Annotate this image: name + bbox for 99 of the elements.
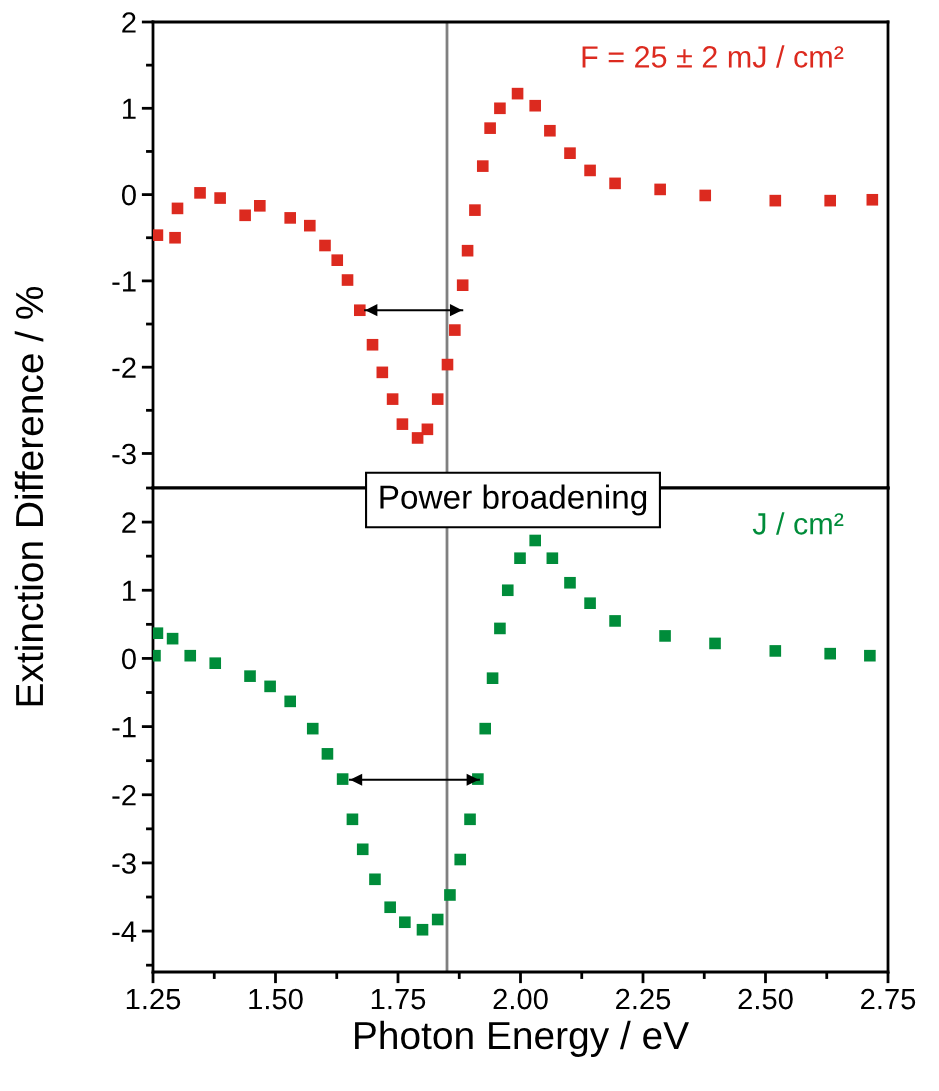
point [441, 358, 454, 371]
y-tick-label: -3 [112, 853, 136, 874]
point [399, 916, 411, 929]
x-tick-label: 2.75 [861, 988, 916, 1010]
x-tick-label: 1.50 [249, 988, 303, 1010]
point [544, 124, 556, 137]
point [341, 274, 354, 286]
point [609, 177, 621, 190]
point [654, 183, 666, 196]
point [514, 552, 526, 565]
point [214, 192, 226, 204]
point [444, 889, 456, 901]
point [449, 324, 461, 336]
point [416, 923, 429, 936]
annotation: J / cm² [752, 512, 844, 535]
point [584, 164, 596, 177]
annotation: F = 25 ± 2 mJ / cm² [582, 45, 844, 68]
point [546, 552, 559, 565]
y-tick-label: 2 [122, 12, 136, 33]
point [584, 597, 596, 610]
point [769, 645, 782, 657]
point [709, 637, 721, 650]
point [456, 279, 469, 292]
point [209, 657, 222, 669]
point [319, 239, 331, 252]
point [239, 209, 251, 222]
point [494, 102, 506, 115]
point [454, 853, 467, 866]
x-axis-title: Photon Energy / eV [355, 1020, 689, 1057]
point [184, 649, 197, 662]
point [824, 647, 836, 660]
point [369, 873, 381, 886]
point [659, 630, 671, 642]
point [564, 147, 576, 159]
point [284, 695, 297, 708]
point [153, 627, 164, 640]
point [366, 338, 379, 351]
y-tick-label: -2 [112, 357, 136, 378]
y-tick-label: -1 [112, 271, 136, 292]
point [396, 418, 409, 430]
point [476, 160, 489, 172]
x-tick-label: 1.75 [371, 989, 426, 1010]
point [469, 204, 481, 216]
point [464, 813, 476, 826]
point [866, 193, 879, 206]
point [484, 122, 496, 134]
point [501, 584, 514, 597]
point [244, 670, 256, 682]
point [331, 254, 344, 266]
point [321, 748, 334, 760]
point [336, 773, 349, 785]
point [609, 615, 621, 627]
point [169, 231, 181, 244]
point [699, 189, 712, 202]
point [384, 901, 396, 914]
y-tick-label: -2 [112, 784, 136, 806]
point [529, 534, 542, 547]
point [431, 913, 444, 926]
x-tick-label: 1.25 [126, 988, 181, 1010]
point [303, 219, 316, 232]
point [386, 393, 399, 405]
point [346, 813, 359, 826]
point [769, 194, 782, 207]
point [284, 212, 297, 224]
point [511, 87, 524, 100]
point [494, 622, 506, 635]
point [864, 649, 876, 662]
point [479, 722, 492, 735]
y-tick-label: 1 [123, 98, 136, 119]
point [824, 194, 836, 207]
point [194, 187, 206, 199]
point [353, 304, 366, 317]
point [264, 680, 276, 693]
point [166, 632, 179, 645]
point [171, 202, 184, 215]
x-tick-label: 2.50 [738, 988, 793, 1010]
point [529, 99, 542, 112]
y-axis-title: Extinction Difference / % [14, 286, 44, 706]
point [486, 672, 499, 684]
point [376, 366, 389, 379]
point [421, 423, 434, 436]
y-tick-label: 0 [121, 648, 136, 670]
y-tick-label: -4 [112, 921, 137, 942]
point [153, 229, 164, 241]
y-tick-label: -1 [112, 717, 136, 738]
point [461, 244, 474, 257]
point [306, 722, 319, 735]
x-tick-label: 2.25 [616, 988, 671, 1010]
annotation: Power broadening [380, 484, 647, 516]
y-tick-label: 1 [123, 580, 136, 601]
point [254, 200, 266, 212]
point [564, 576, 576, 589]
point [411, 432, 424, 444]
point [356, 843, 369, 856]
y-tick-label: -3 [112, 443, 136, 465]
y-tick-label: 0 [121, 184, 136, 206]
y-tick-label: 2 [122, 512, 136, 533]
point [431, 393, 444, 405]
x-tick-label: 2.00 [493, 988, 548, 1010]
